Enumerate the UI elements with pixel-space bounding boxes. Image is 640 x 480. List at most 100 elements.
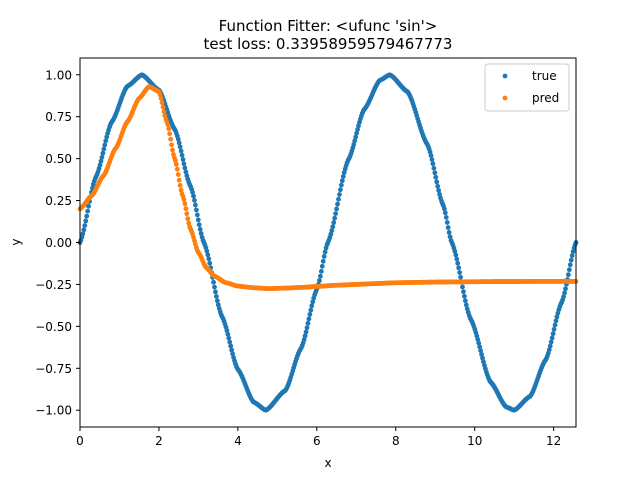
chart-subtitle: test loss: 0.33958959579467773	[204, 35, 453, 53]
data-point-true	[301, 337, 307, 342]
data-point-true	[197, 226, 203, 232]
data-point-pred	[186, 220, 192, 226]
data-point-pred	[161, 109, 167, 114]
data-point-true	[355, 127, 360, 132]
data-point-true	[317, 278, 322, 283]
data-point-true	[192, 198, 197, 203]
data-point-true	[305, 320, 311, 326]
data-point-true	[322, 249, 328, 255]
series-pred	[77, 84, 579, 292]
y-tick-label: −0.25	[35, 278, 72, 292]
x-tick-label: 12	[546, 434, 561, 448]
y-tick-label: 0.75	[45, 110, 72, 124]
data-point-true	[479, 351, 484, 357]
data-point-true	[302, 333, 308, 339]
data-point-true	[549, 335, 555, 341]
data-point-true	[337, 192, 342, 197]
data-point-true	[179, 152, 185, 158]
data-point-pred	[168, 136, 174, 142]
data-point-true	[193, 202, 198, 208]
data-point-true	[194, 212, 200, 218]
y-tick-label: 1.00	[45, 68, 72, 82]
data-point-true	[224, 328, 230, 334]
data-point-true	[175, 136, 181, 142]
x-tick-label: 6	[313, 434, 321, 448]
data-point-true	[230, 351, 236, 357]
data-point-true	[550, 331, 556, 337]
data-point-pred	[167, 131, 173, 137]
data-point-true	[457, 270, 463, 275]
data-point-pred	[182, 201, 188, 207]
data-point-true	[430, 161, 436, 167]
data-point-true	[181, 161, 187, 167]
data-point-true	[452, 248, 458, 254]
legend-marker-true	[502, 73, 508, 79]
y-axis-label: y	[9, 238, 23, 245]
data-point-true	[339, 178, 345, 184]
data-point-true	[443, 215, 449, 220]
data-point-true	[340, 174, 346, 179]
data-point-pred	[176, 177, 182, 183]
data-point-true	[193, 207, 199, 213]
data-point-true	[334, 206, 339, 212]
data-point-true	[553, 318, 559, 324]
x-axis-label: x	[324, 456, 331, 470]
data-point-true	[561, 294, 566, 300]
data-point-true	[84, 213, 90, 219]
data-point-true	[213, 289, 218, 295]
data-point-true	[329, 228, 335, 233]
data-point-true	[196, 222, 202, 228]
x-tick-label: 8	[392, 434, 400, 448]
data-point-true	[333, 211, 339, 217]
data-point-true	[82, 223, 88, 228]
data-point-true	[338, 187, 343, 193]
data-point-pred	[160, 104, 166, 110]
data-point-true	[552, 322, 558, 328]
data-point-true	[215, 302, 221, 308]
data-point-true	[195, 217, 201, 223]
x-tick-label: 10	[467, 434, 482, 448]
data-point-true	[427, 149, 433, 155]
data-point-true	[103, 138, 109, 144]
data-point-true	[100, 150, 106, 156]
data-point-true	[198, 231, 204, 236]
data-point-true	[98, 158, 104, 164]
data-point-true	[176, 140, 182, 146]
data-point-true	[454, 256, 460, 262]
data-point-pred	[170, 147, 175, 153]
data-point-true	[80, 231, 86, 237]
data-point-true	[568, 257, 574, 263]
data-point-true	[480, 355, 485, 361]
data-point-true	[476, 340, 482, 346]
data-point-true	[180, 157, 186, 162]
x-tick-label: 0	[76, 434, 84, 448]
data-point-true	[81, 227, 87, 233]
data-point-true	[332, 215, 338, 221]
data-point-true	[433, 174, 439, 180]
data-point-pred	[172, 158, 178, 163]
data-point-true	[478, 348, 484, 353]
chart-title: Function Fitter: <ufunc 'sin'>	[219, 17, 438, 35]
data-point-true	[338, 182, 344, 188]
data-point-pred	[178, 187, 184, 193]
y-tick-label: −0.50	[35, 320, 72, 334]
data-point-true	[429, 157, 435, 162]
data-point-true	[304, 325, 310, 331]
data-point-true	[354, 130, 360, 136]
data-point-true	[211, 279, 216, 285]
data-point-true	[206, 256, 212, 262]
data-point-true	[565, 272, 571, 278]
data-point-pred	[157, 92, 163, 98]
data-point-true	[336, 196, 341, 202]
data-point-true	[190, 189, 195, 195]
data-point-true	[562, 290, 567, 296]
data-point-true	[310, 299, 316, 305]
legend-marker-pred	[502, 95, 508, 101]
y-tick-label: 0.25	[45, 194, 72, 208]
data-point-true	[570, 249, 576, 254]
data-point-true	[445, 225, 451, 230]
data-point-true	[303, 329, 309, 335]
data-point-true	[567, 262, 573, 268]
data-point-pred	[158, 95, 164, 101]
